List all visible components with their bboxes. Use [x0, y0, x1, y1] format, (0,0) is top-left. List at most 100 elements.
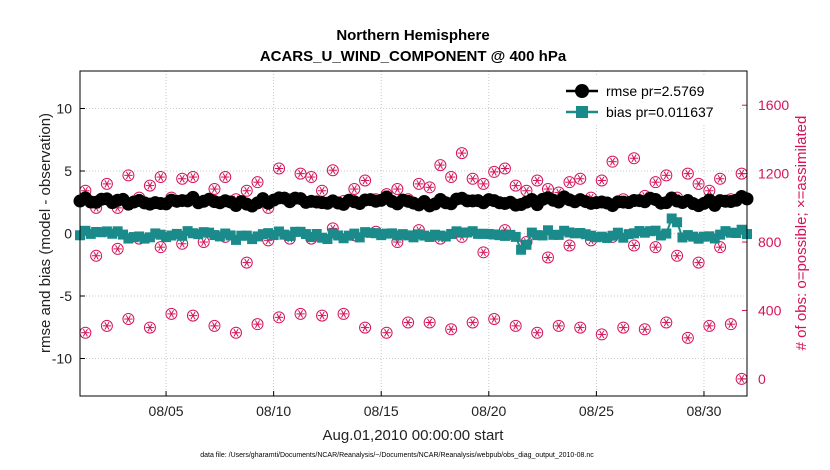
obs-marker: [574, 172, 587, 185]
obs-marker: [402, 316, 415, 329]
obs-marker: [316, 309, 329, 322]
obs-marker: [229, 326, 242, 339]
obs-marker: [273, 162, 286, 175]
obs-marker: [455, 147, 468, 160]
x-tick-label: 08/30: [686, 403, 721, 419]
bias-marker: [462, 227, 473, 238]
x-tick-label: 08/15: [364, 403, 399, 419]
bias-marker: [290, 226, 301, 237]
obs-marker: [348, 183, 361, 196]
bias-marker: [343, 230, 354, 241]
bias-marker: [542, 225, 553, 236]
bias-marker: [666, 213, 677, 224]
obs-marker: [660, 316, 673, 329]
obs-marker: [294, 307, 307, 320]
bias-marker: [354, 232, 365, 243]
obs-marker: [617, 321, 630, 334]
bias-marker: [532, 230, 543, 241]
bias-marker: [650, 225, 661, 236]
y2-axis-label: # of obs: o=possible; ×=assimilated: [793, 116, 810, 351]
chart-title: Northern Hemisphere: [336, 27, 489, 44]
bias-marker: [537, 230, 548, 241]
bias-marker: [392, 230, 403, 241]
obs-marker: [434, 159, 447, 172]
bias-marker: [360, 227, 371, 238]
bias-marker: [715, 229, 726, 240]
obs-marker: [488, 165, 501, 178]
obs-marker: [186, 171, 199, 184]
bias-marker: [204, 227, 215, 238]
bias-marker: [677, 232, 688, 243]
bias-marker: [365, 227, 376, 238]
bias-marker: [306, 231, 317, 242]
bias-marker: [397, 229, 408, 240]
bias-marker: [607, 230, 618, 241]
bias-marker: [424, 231, 435, 242]
bias-marker: [247, 234, 258, 245]
y2-tick-label: 1200: [758, 166, 789, 182]
bias-marker: [177, 230, 188, 241]
bias-marker: [241, 230, 252, 241]
bias-marker: [494, 230, 505, 241]
obs-marker: [359, 174, 372, 187]
rmse-series: [73, 190, 754, 213]
legend-rmse-label: rmse pr=2.5769: [606, 83, 705, 99]
obs-marker: [273, 311, 286, 324]
bias-marker: [548, 229, 559, 240]
bias-marker: [483, 228, 494, 239]
obs-marker: [563, 176, 576, 189]
bias-marker: [128, 232, 139, 243]
bias-marker: [225, 230, 236, 241]
bias-marker: [112, 226, 123, 237]
bias-marker: [408, 232, 419, 243]
obs-marker: [509, 179, 522, 192]
obs-marker: [305, 171, 318, 184]
bias-marker: [704, 231, 715, 242]
obs-marker: [681, 331, 694, 344]
legend-box: [558, 77, 740, 125]
obs-marker: [552, 319, 565, 332]
bias-marker: [257, 229, 268, 240]
bias-marker: [166, 230, 177, 241]
chart-subtitle: ACARS_U_WIND_COMPONENT @ 400 hPa: [260, 48, 567, 65]
bias-marker: [569, 228, 580, 239]
bias-marker: [144, 232, 155, 243]
obs-marker: [445, 171, 458, 184]
obs-marker: [100, 177, 113, 190]
obs-marker: [628, 152, 641, 165]
bias-marker: [376, 230, 387, 241]
bias-marker: [230, 234, 241, 245]
obs-marker: [423, 181, 436, 194]
obs-marker: [638, 323, 651, 336]
y-tick-label: 5: [64, 163, 72, 179]
obs-marker: [337, 307, 350, 320]
obs-marker: [466, 316, 479, 329]
bias-marker: [489, 229, 500, 240]
bias-marker: [456, 227, 467, 238]
y-axis-label: rmse and bias (model - observation): [37, 113, 54, 353]
obs-marker: [660, 169, 673, 182]
y-tick-label: -5: [60, 288, 73, 304]
bias-marker: [236, 230, 247, 241]
obs-marker: [445, 323, 458, 336]
obs-marker: [703, 319, 716, 332]
bias-marker: [661, 228, 672, 239]
legend-bias-label: bias pr=0.011637: [606, 104, 714, 120]
obs-marker: [154, 171, 167, 184]
bias-marker: [252, 231, 263, 242]
bias-marker: [731, 227, 742, 238]
bias-marker: [268, 230, 279, 241]
obs-marker: [219, 171, 232, 184]
bias-marker: [214, 231, 225, 242]
obs-marker: [649, 176, 662, 189]
obs-marker: [692, 177, 705, 190]
bias-marker: [478, 228, 489, 239]
bias-marker: [736, 224, 747, 235]
bias-marker: [107, 228, 118, 239]
bias-marker: [586, 230, 597, 241]
obs-marker: [380, 326, 393, 339]
bias-marker: [155, 229, 166, 240]
bias-marker: [91, 226, 102, 237]
bias-marker: [419, 230, 430, 241]
